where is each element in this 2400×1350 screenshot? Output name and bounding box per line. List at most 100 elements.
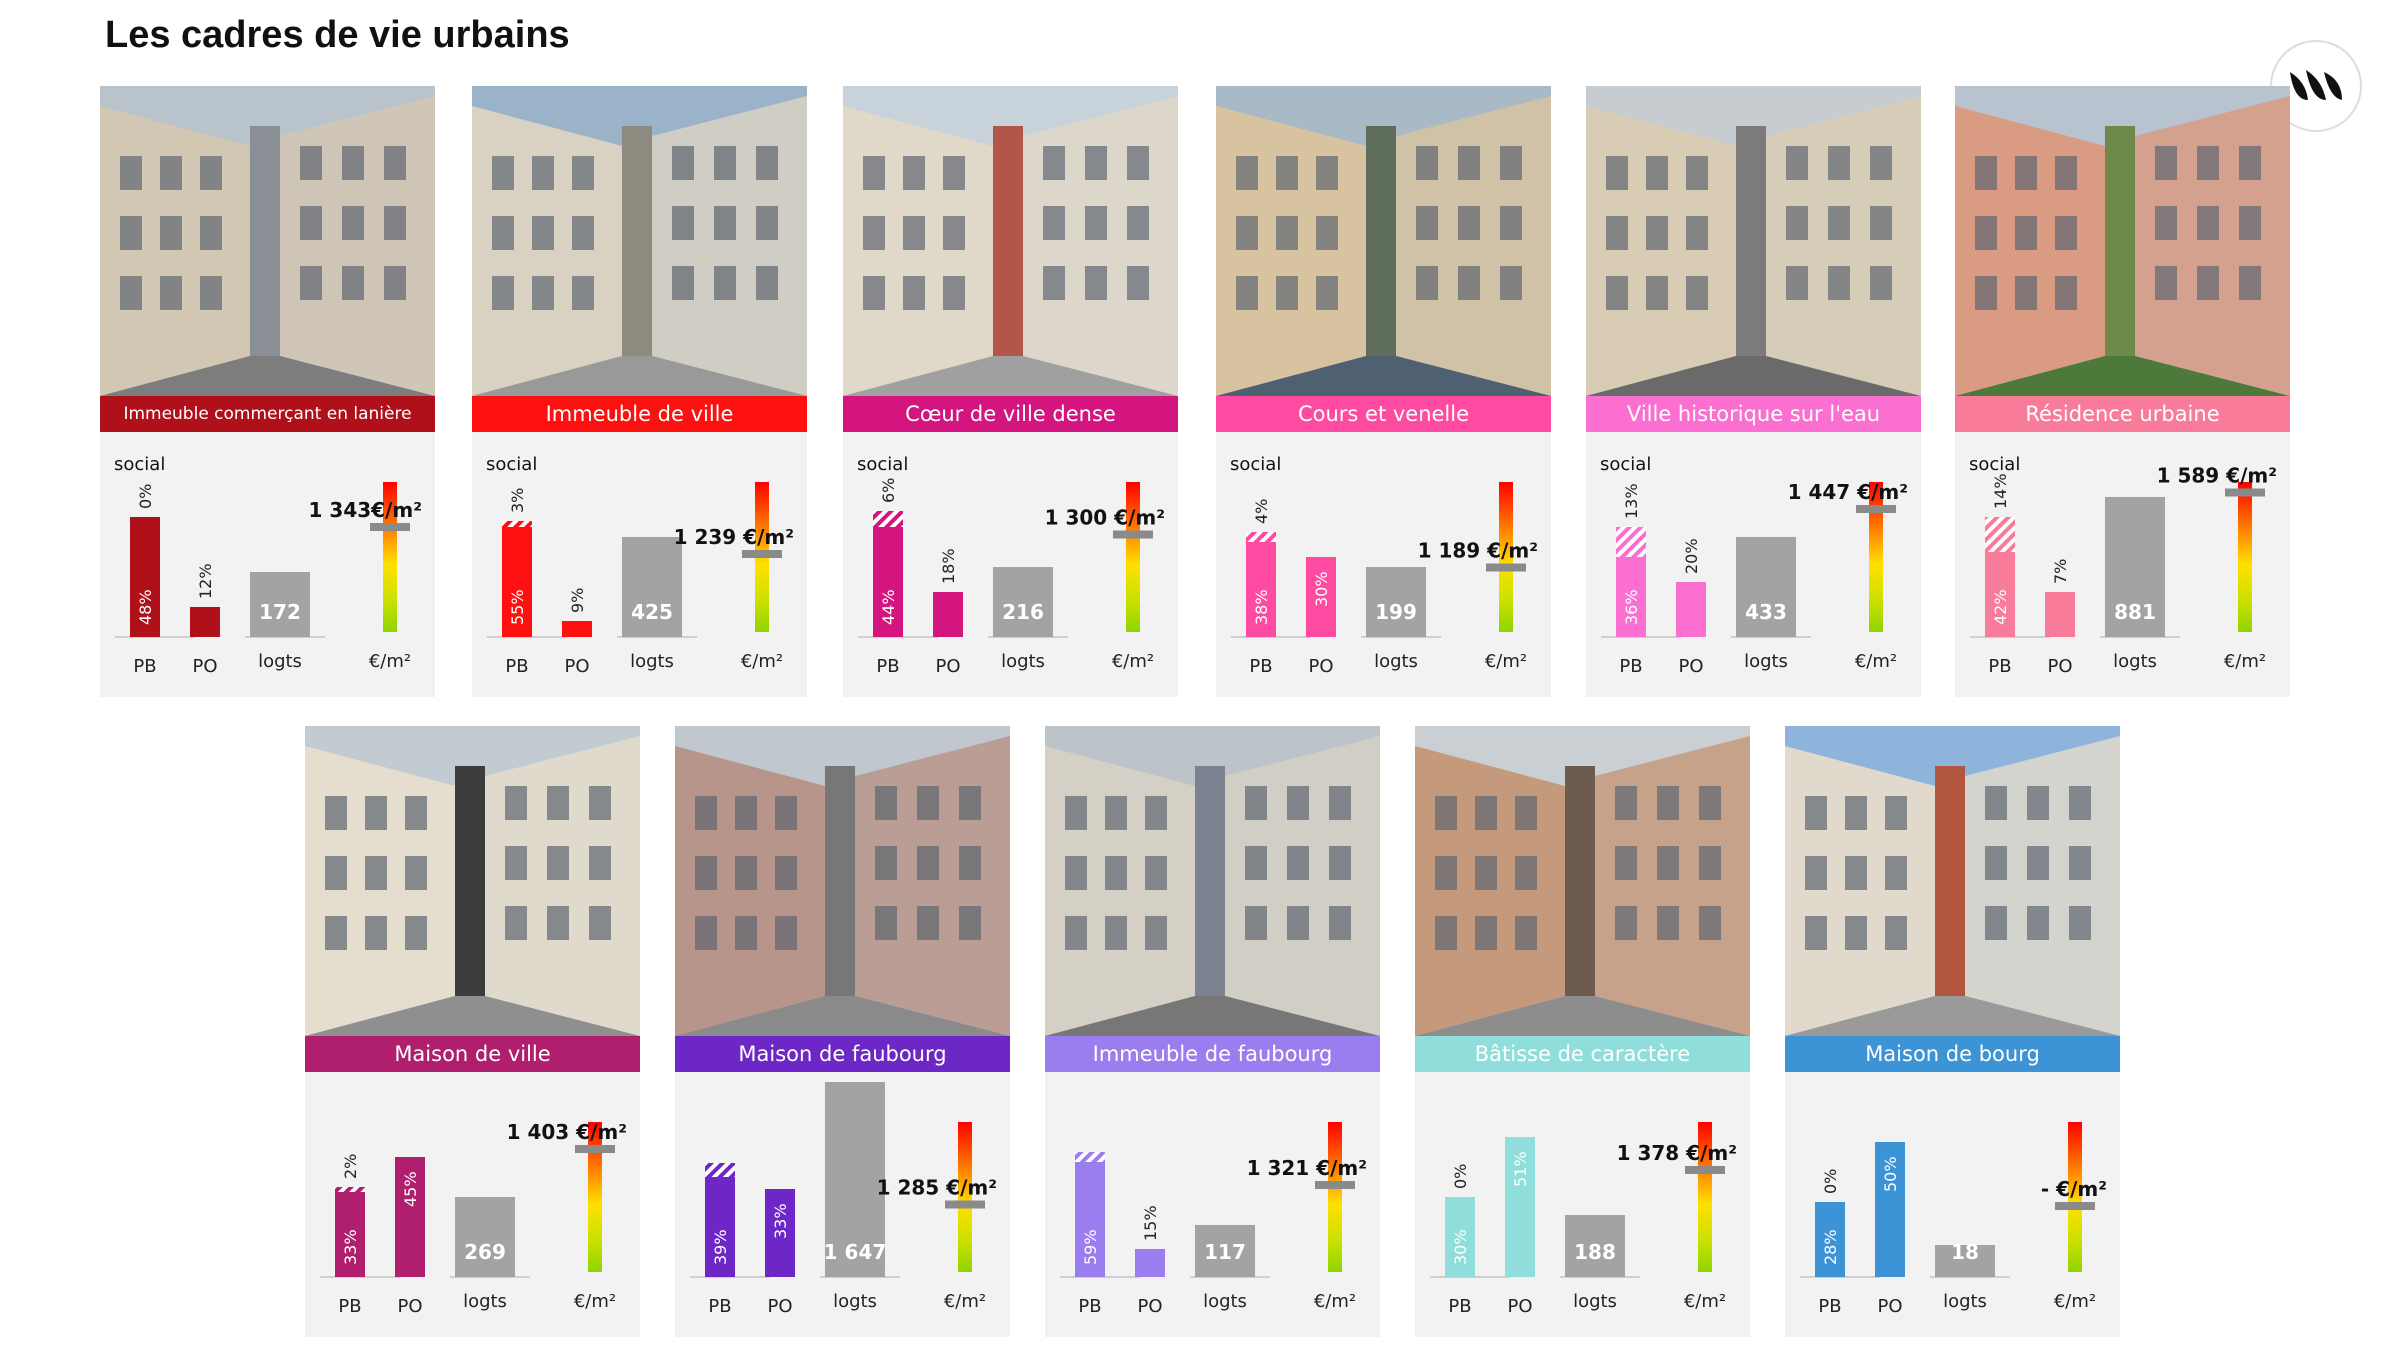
price-marker [1315, 1181, 1355, 1189]
price-value: 1 447 €/m² [1788, 480, 1908, 504]
pb-value: 36% [1622, 589, 1641, 625]
logts-value: 269 [464, 1240, 506, 1264]
stats-panel: social 55% 3% 9% 425 1 239 €/m² PB PO logts €/m² [472, 432, 807, 697]
pb-bar [1985, 552, 2015, 637]
pb-label: PB [1818, 1296, 1841, 1317]
unit-label: €/m² [369, 651, 411, 672]
housing-type-banner: Immeuble de faubourg [1045, 1036, 1380, 1072]
housing-card: Maison de ville 33% 2% 45% 269 1 403 €/m² PB PO… [305, 726, 640, 1337]
pb-social-bar [1985, 517, 2015, 552]
logts-bar [1366, 567, 1426, 637]
logts-label: logts [1001, 651, 1045, 672]
logts-label: logts [463, 1291, 507, 1312]
pb-social-bar [705, 1163, 735, 1177]
price-marker [2055, 1202, 2095, 1210]
housing-card: Maison de bourg 28% 0% 50% 18 - €/m² PB PO logts… [1785, 726, 2120, 1337]
po-bar [1135, 1249, 1165, 1277]
logts-bar [455, 1197, 515, 1277]
po-label: PO [2047, 656, 2072, 677]
housing-card: Cours et venelle social 38% 4% 30% 199 1 189 €… [1216, 86, 1551, 697]
price-value: 1 343€/m² [309, 498, 422, 522]
po-value: 18% [939, 548, 958, 584]
housing-card: Ville historique sur l'eau social 36% 13% 20… [1586, 86, 1921, 697]
pb-label: PB [1988, 656, 2011, 677]
logts-value: 425 [631, 600, 673, 624]
stats-panel: social 36% 13% 20% 433 1 447 €/m² PB PO logts €/m… [1586, 432, 1921, 697]
street-photo [1415, 726, 1750, 1036]
social-label: social [1969, 454, 2020, 475]
pb-social-value: 13% [1622, 483, 1641, 519]
logts-label: logts [1943, 1291, 1987, 1312]
pb-bar [1815, 1202, 1845, 1277]
po-label: PO [564, 656, 589, 677]
price-value: 1 378 €/m² [1617, 1141, 1737, 1165]
housing-type-banner: Maison de bourg [1785, 1036, 2120, 1072]
social-label: social [1230, 454, 1281, 475]
price-value: 1 403 €/m² [507, 1120, 627, 1144]
price-marker [1486, 563, 1526, 572]
po-label: PO [397, 1296, 422, 1317]
price-value: 1 239 €/m² [674, 525, 794, 549]
housing-card: Immeuble de faubourg 59% 15% 117 1 321 €/m² P… [1045, 726, 1380, 1337]
housing-type-banner: Cœur de ville dense [843, 396, 1178, 432]
price-value: 1 285 €/m² [877, 1176, 997, 1200]
logts-bar [250, 572, 310, 637]
price-marker [370, 523, 410, 531]
pb-social-value: 0% [1821, 1169, 1840, 1194]
street-photo [1216, 86, 1551, 396]
price-gradient-bar [1698, 1122, 1712, 1272]
logts-value: 881 [2114, 600, 2156, 624]
logts-bar [622, 537, 682, 637]
price-value: 1 189 €/m² [1418, 539, 1538, 563]
price-gradient-bar [2068, 1122, 2082, 1272]
pb-social-bar [335, 1187, 365, 1192]
po-label: PO [1137, 1296, 1162, 1317]
price-value: 1 300 €/m² [1045, 506, 1165, 530]
price-marker [575, 1145, 615, 1153]
logts-value: 216 [1002, 600, 1044, 624]
housing-card: Cœur de ville dense social 44% 6% 18% 216 1 30… [843, 86, 1178, 697]
pb-social-value: 14% [1991, 473, 2010, 509]
social-label: social [486, 454, 537, 475]
price-marker [742, 550, 782, 558]
stats-panel: 39% 33% 1 647 1 285 €/m² PB PO logts €/m² [675, 1072, 1010, 1337]
po-bar [1306, 557, 1336, 637]
unit-label: €/m² [2224, 651, 2266, 672]
stats-panel: 59% 15% 117 1 321 €/m² PB PO logts €/m² [1045, 1072, 1380, 1337]
logts-label: logts [833, 1291, 877, 1312]
pb-value: 55% [508, 589, 527, 625]
unit-label: €/m² [1485, 651, 1527, 672]
logts-value: 199 [1375, 600, 1417, 624]
price-gradient-bar [1126, 482, 1140, 632]
housing-type-banner: Résidence urbaine [1955, 396, 2290, 432]
logts-label: logts [1744, 651, 1788, 672]
pb-value: 38% [1252, 589, 1271, 625]
logts-label: logts [258, 651, 302, 672]
pb-bar [1246, 542, 1276, 637]
housing-card: Immeuble de ville social 55% 3% 9% 425 1 239 €… [472, 86, 807, 697]
pb-label: PB [1249, 656, 1272, 677]
po-label: PO [767, 1296, 792, 1317]
logts-bar [1736, 537, 1796, 637]
pb-social-value: 3% [508, 488, 527, 513]
logts-bar [1195, 1225, 1255, 1277]
street-photo [1785, 726, 2120, 1036]
housing-type-banner: Immeuble de ville [472, 396, 807, 432]
price-value: - €/m² [2041, 1177, 2107, 1201]
street-photo [675, 726, 1010, 1036]
pb-bar [1616, 557, 1646, 637]
logts-bar [825, 1082, 885, 1277]
pb-social-bar [873, 511, 903, 527]
stats-panel: 28% 0% 50% 18 - €/m² PB PO logts €/m² [1785, 1072, 2120, 1337]
housing-card: Bâtisse de caractère 30% 0% 51% 188 1 378 €/m… [1415, 726, 1750, 1337]
street-photo [472, 86, 807, 396]
logts-bar [993, 567, 1053, 637]
po-value: 33% [771, 1203, 790, 1239]
unit-label: €/m² [944, 1291, 986, 1312]
po-label: PO [192, 656, 217, 677]
street-photo [100, 86, 435, 396]
street-photo [1586, 86, 1921, 396]
pb-value: 48% [136, 589, 155, 625]
logts-label: logts [630, 651, 674, 672]
po-value: 45% [401, 1171, 420, 1207]
